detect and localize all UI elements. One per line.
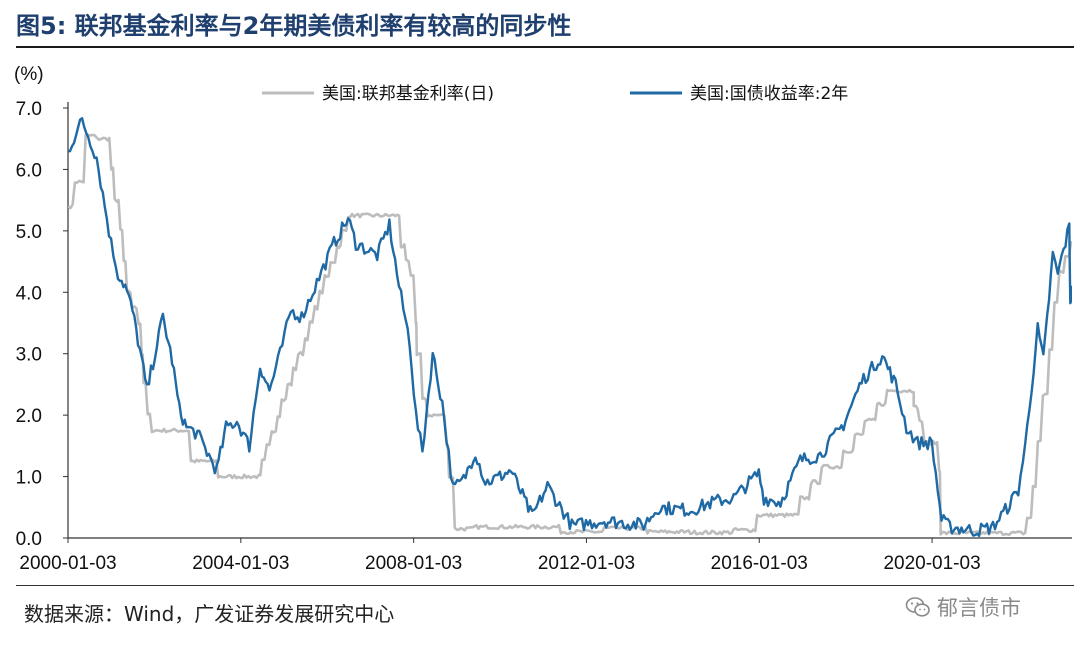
series-line-fed-funds-rate <box>68 133 1072 537</box>
series-line-treasury-2y <box>68 117 1072 538</box>
watermark: 郁言债市 <box>905 592 1021 622</box>
y-tick-label: 5.0 <box>16 222 42 243</box>
chart-series <box>68 117 1072 538</box>
y-tick-label: 3.0 <box>16 345 42 366</box>
x-tick-label: 2016-01-03 <box>711 553 808 574</box>
source-note: 数据来源：Wind，广发证券发展研究中心 <box>24 602 395 626</box>
x-tick-label: 2008-01-03 <box>365 553 462 574</box>
figure-title: 图5: 联邦基金利率与2年期美债利率有较高的同步性 <box>16 12 572 40</box>
legend-label-1: 美国:国债收益率:2年 <box>690 84 848 104</box>
y-tick-label: 2.0 <box>16 406 42 427</box>
x-tick-label: 2020-01-03 <box>883 553 980 574</box>
chart-legend: 美国:联邦基金利率(日) 美国:国债收益率:2年 <box>262 84 848 104</box>
y-tick-label: 4.0 <box>16 283 42 304</box>
line-chart: 0.0 1.0 2.0 3.0 4.0 5.0 6.0 7.0 2000-01-03 2004-0… <box>16 84 1072 574</box>
y-tick-label: 0.0 <box>16 529 42 550</box>
y-tick-label: 1.0 <box>16 468 42 489</box>
wechat-icon <box>905 597 930 617</box>
title-divider <box>16 46 1074 48</box>
y-tick-label: 6.0 <box>16 160 42 181</box>
watermark-label: 郁言债市 <box>937 596 1021 620</box>
x-tick-label: 2000-01-03 <box>19 553 116 574</box>
y-tick-label: 7.0 <box>16 99 42 120</box>
x-tick-label: 2012-01-03 <box>538 553 635 574</box>
x-tick-label: 2004-01-03 <box>192 553 289 574</box>
legend-label-0: 美国:联邦基金利率(日) <box>322 84 494 104</box>
footer-divider <box>16 585 1074 586</box>
y-axis-unit-label: (%) <box>14 64 44 85</box>
chart-axes: 0.0 1.0 2.0 3.0 4.0 5.0 6.0 7.0 2000-01-03 2004-0… <box>16 99 1072 574</box>
